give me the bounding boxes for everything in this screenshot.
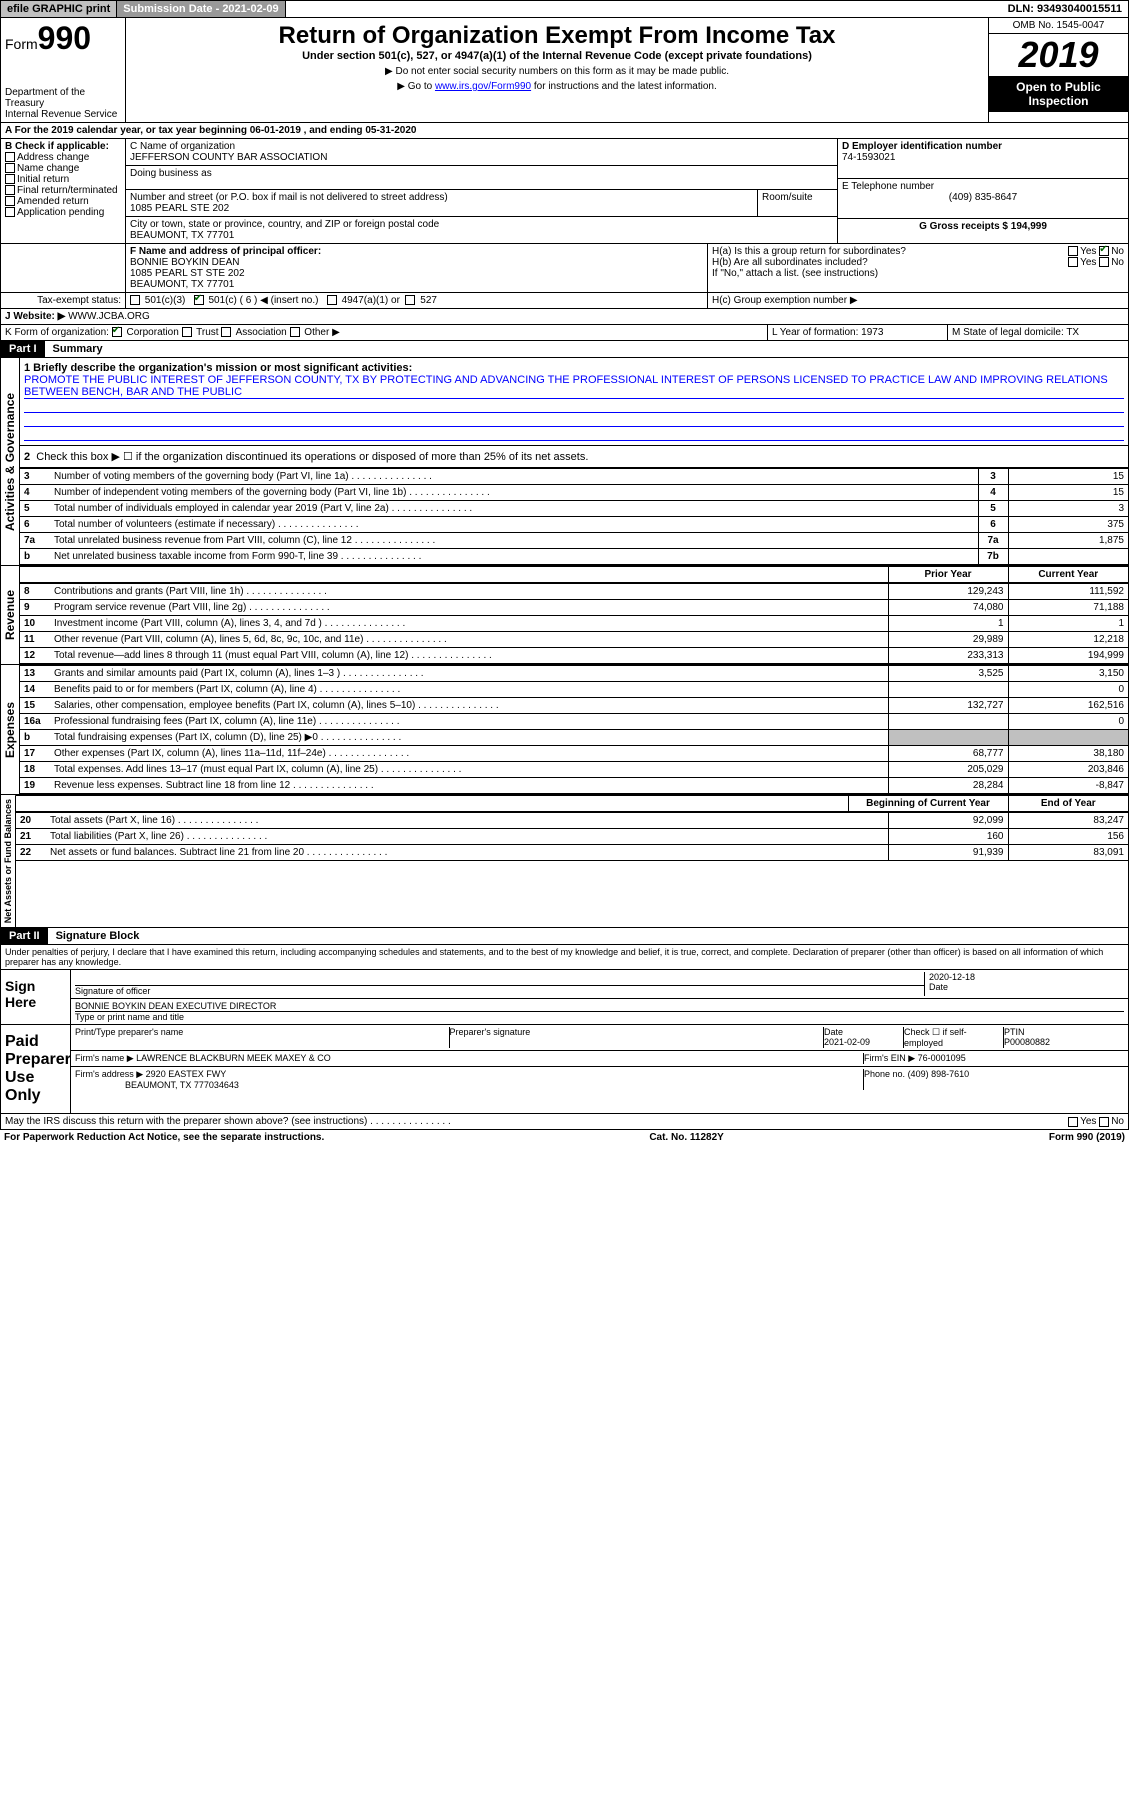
note-ssn: ▶ Do not enter social security numbers o…: [130, 66, 984, 77]
line-a: A For the 2019 calendar year, or tax yea…: [0, 123, 1129, 139]
chk-527[interactable]: [405, 295, 415, 305]
part1-header: Part ISummary: [0, 341, 1129, 358]
submission-date-label: Submission Date - 2021-02-09: [117, 1, 285, 17]
mission-label: 1 Briefly describe the organization's mi…: [24, 362, 1124, 374]
chk-trust[interactable]: [182, 327, 192, 337]
chk-501c3[interactable]: [130, 295, 140, 305]
org-name: JEFFERSON COUNTY BAR ASSOCIATION: [130, 152, 833, 163]
omb-number: OMB No. 1545-0047: [989, 18, 1128, 34]
city-label: City or town, state or province, country…: [130, 219, 833, 230]
chk-assoc[interactable]: [221, 327, 231, 337]
net-table: 20Total assets (Part X, line 16)92,09983…: [16, 812, 1128, 861]
section-k-l-m: K Form of organization: Corporation Trus…: [0, 325, 1129, 341]
box-e-label: E Telephone number: [842, 181, 1124, 192]
chk-address[interactable]: Address change: [5, 152, 121, 163]
gov-vert-label: Activities & Governance: [1, 358, 20, 565]
box-d-label: D Employer identification number: [842, 141, 1124, 152]
tax-year: 2019: [989, 34, 1128, 76]
section-b-to-g: B Check if applicable: Address change Na…: [0, 139, 1129, 244]
hb-row: H(b) Are all subordinates included? Yes …: [712, 257, 1124, 268]
net-header: Beginning of Current YearEnd of Year: [16, 795, 1128, 812]
form-subtitle: Under section 501(c), 527, or 4947(a)(1)…: [130, 50, 984, 62]
city-value: BEAUMONT, TX 77701: [130, 230, 833, 241]
exp-table: 13Grants and similar amounts paid (Part …: [20, 665, 1128, 794]
hb-note: If "No," attach a list. (see instruction…: [712, 268, 1124, 279]
officer-addr2: BEAUMONT, TX 77701: [130, 279, 703, 290]
phone-value: (409) 835-8647: [842, 192, 1124, 203]
dba-label: Doing business as: [126, 166, 837, 190]
officer-addr1: 1085 PEARL ST STE 202: [130, 268, 703, 279]
ha-row: H(a) Is this a group return for subordin…: [712, 246, 1124, 257]
note-link: ▶ Go to www.irs.gov/Form990 for instruct…: [130, 81, 984, 92]
box-f-label: F Name and address of principal officer:: [130, 246, 703, 257]
topbar: efile GRAPHIC print Submission Date - 20…: [0, 0, 1129, 18]
street-address: 1085 PEARL STE 202: [130, 203, 753, 214]
box-m: M State of legal domicile: TX: [948, 325, 1128, 340]
hc-row: H(c) Group exemption number ▶: [708, 293, 1128, 308]
chk-name[interactable]: Name change: [5, 163, 121, 174]
room-label: Room/suite: [757, 190, 837, 216]
dept-label: Department of the Treasury Internal Reve…: [5, 87, 121, 120]
form-header: Form990 Department of the Treasury Inter…: [0, 18, 1129, 123]
mission-text: PROMOTE THE PUBLIC INTEREST OF JEFFERSON…: [24, 374, 1124, 399]
box-g-label: G Gross receipts $ 194,999: [838, 219, 1128, 234]
addr-label: Number and street (or P.O. box if mail i…: [130, 192, 753, 203]
chk-other[interactable]: [290, 327, 300, 337]
penalties-text: Under penalties of perjury, I declare th…: [0, 945, 1129, 970]
rev-vert-label: Revenue: [1, 566, 20, 664]
chk-501c[interactable]: [194, 295, 204, 305]
sign-here-block: Sign Here Signature of officer2020-12-18…: [0, 970, 1129, 1025]
footer: For Paperwork Reduction Act Notice, see …: [0, 1130, 1129, 1145]
ein-value: 74-1593021: [842, 152, 1124, 163]
box-b-label: B Check if applicable:: [5, 141, 121, 152]
irs-link[interactable]: www.irs.gov/Form990: [435, 81, 531, 92]
chk-initial[interactable]: Initial return: [5, 174, 121, 185]
open-public-badge: Open to Public Inspection: [989, 76, 1128, 112]
net-vert-label: Net Assets or Fund Balances: [1, 795, 16, 927]
exp-vert-label: Expenses: [1, 665, 20, 794]
box-c-name-label: C Name of organization: [130, 141, 833, 152]
box-i-label: Tax-exempt status:: [1, 293, 126, 308]
form-number: Form990: [5, 20, 121, 57]
gov-table: 3Number of voting members of the governi…: [20, 468, 1128, 565]
rev-table: Prior YearCurrent Year: [20, 566, 1128, 583]
section-i: Tax-exempt status: 501(c)(3) 501(c) ( 6 …: [0, 293, 1129, 309]
officer-name: BONNIE BOYKIN DEAN: [130, 257, 703, 268]
line-2: 2 Check this box ▶ ☐ if the organization…: [20, 446, 1128, 468]
chk-corp[interactable]: [112, 327, 122, 337]
chk-4947[interactable]: [327, 295, 337, 305]
chk-final[interactable]: Final return/terminated: [5, 185, 121, 196]
efile-print-button[interactable]: efile GRAPHIC print: [1, 1, 117, 17]
dln-label: DLN: 93493040015511: [1002, 1, 1128, 17]
paid-preparer-block: Paid Preparer Use Only Print/Type prepar…: [0, 1025, 1129, 1114]
website-value: WWW.JCBA.ORG: [68, 311, 150, 322]
discuss-row: May the IRS discuss this return with the…: [0, 1114, 1129, 1130]
section-j: J Website: ▶ WWW.JCBA.ORG: [0, 309, 1129, 325]
part2-header: Part IISignature Block: [0, 928, 1129, 945]
form-title: Return of Organization Exempt From Incom…: [130, 22, 984, 50]
chk-pending[interactable]: Application pending: [5, 207, 121, 218]
section-f-h: F Name and address of principal officer:…: [0, 244, 1129, 293]
box-l: L Year of formation: 1973: [768, 325, 948, 340]
chk-amended[interactable]: Amended return: [5, 196, 121, 207]
